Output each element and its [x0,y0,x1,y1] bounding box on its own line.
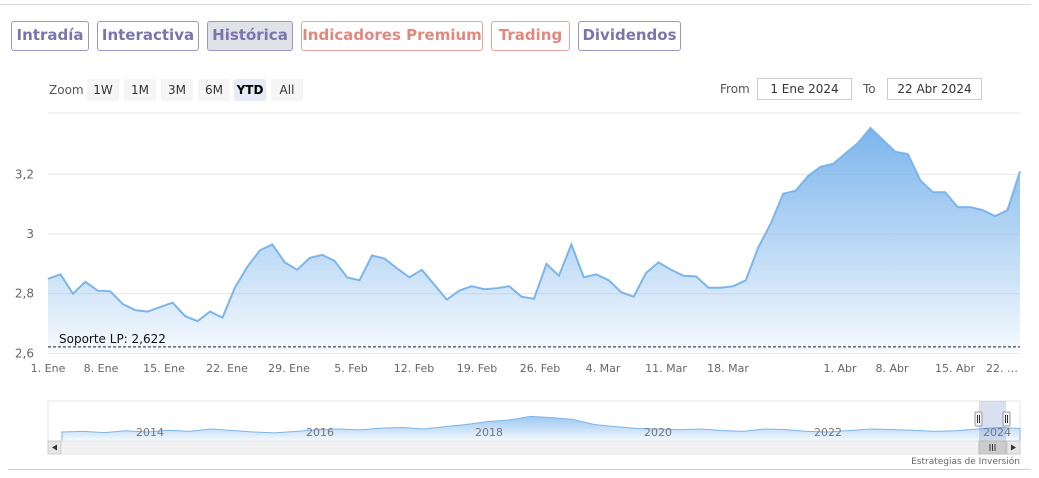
x-tick-label: 22. … [986,362,1018,375]
scroll-right-button[interactable] [1006,440,1021,455]
x-tick-label: 26. Feb [520,362,560,375]
support-label: Soporte LP: 2,622 [59,332,166,346]
chart-credits[interactable]: Estrategias de Inversión [911,456,1020,467]
tab-indicadores-premium[interactable]: Indicadores Premium [301,21,483,51]
arrow-right-icon [1011,444,1016,451]
price-area [48,128,1020,351]
navigator-year-label: 2016 [306,426,334,439]
x-tick-label: 19. Feb [457,362,497,375]
from-date-input[interactable]: 1 Ene 2024 [757,78,852,100]
y-tick-label: 2,8 [15,287,34,301]
navigator-left-handle[interactable] [974,411,983,427]
zoom-6m-button[interactable]: 6M [198,79,230,101]
navigator-year-label: 2024 [983,426,1011,439]
x-tick-label: 15. Abr [935,362,975,375]
tab-intradia[interactable]: Intradía [11,21,89,51]
x-tick-label: 8. Abr [875,362,908,375]
x-tick-label: 4. Mar [586,362,621,375]
to-date-input[interactable]: 22 Abr 2024 [887,78,982,100]
navigator-year-label: 2018 [475,426,503,439]
to-label: To [863,82,876,96]
x-tick-label: 29. Ene [268,362,310,375]
zoom-1m-button[interactable]: 1M [124,79,156,101]
x-tick-label: 12. Feb [394,362,434,375]
zoom-label: Zoom [49,83,84,97]
x-tick-label: 1. Abr [823,362,856,375]
zoom-all-button[interactable]: All [271,79,303,101]
price-line [47,126,1021,323]
x-tick-label: 18. Mar [707,362,749,375]
tab-dividendos[interactable]: Dividendos [578,21,681,51]
x-tick-label: 8. Ene [84,362,119,375]
top-divider [0,4,1031,5]
navigator-year-label: 2020 [644,426,672,439]
zoom-3m-button[interactable]: 3M [161,79,193,101]
from-label: From [720,82,750,96]
navigator-area [61,415,1021,442]
tab-historica[interactable]: Histórica [207,21,293,51]
x-tick-label: 22. Ene [206,362,248,375]
y-tick-label: 2,6 [15,346,34,360]
arrow-left-icon [52,444,57,451]
bottom-divider [8,469,1031,470]
x-tick-label: 11. Mar [645,362,687,375]
tab-trading[interactable]: Trading [491,21,570,51]
y-tick-label: 3 [26,227,34,241]
x-tick-label: 15. Ene [143,362,185,375]
x-tick-label: 1. Ene [31,362,66,375]
zoom-1w-button[interactable]: 1W [87,79,119,101]
x-tick-label: 5. Feb [334,362,367,375]
navigator[interactable]: 2014 2016 2018 2020 2022 2024 [47,400,1021,442]
scroll-left-button[interactable] [47,440,62,455]
navigator-year-label: 2014 [136,426,164,439]
y-tick-label: 3,2 [15,167,34,181]
navigator-right-handle[interactable] [1002,411,1011,427]
scrollbar[interactable] [47,440,1021,455]
tab-interactiva[interactable]: Interactiva [97,21,199,51]
navigator-year-label: 2022 [814,426,842,439]
navigator-selection[interactable] [979,401,1006,441]
zoom-ytd-button[interactable]: YTD [234,79,266,101]
